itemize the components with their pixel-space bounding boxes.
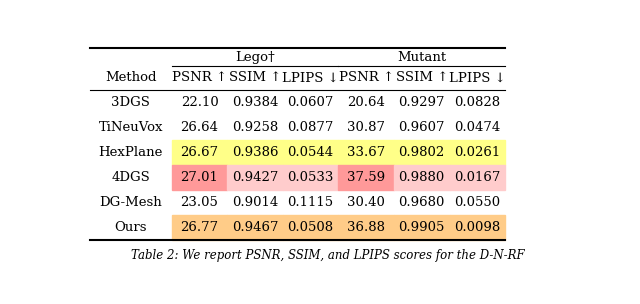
Text: 0.9467: 0.9467 [232,221,278,234]
Text: 0.0550: 0.0550 [454,196,500,209]
Text: 26.77: 26.77 [180,221,219,234]
Text: 22.10: 22.10 [180,95,218,109]
Text: 0.9384: 0.9384 [232,95,278,109]
Bar [449,215,505,240]
Bar [227,215,283,240]
Bar [283,140,339,165]
Text: 36.88: 36.88 [347,221,385,234]
Text: SSIM ↑: SSIM ↑ [396,71,448,84]
Bar [449,140,505,165]
Text: 30.87: 30.87 [347,121,385,133]
Bar [227,140,283,165]
Bar [394,140,449,165]
Text: 4DGS: 4DGS [111,171,150,184]
Text: HexPlane: HexPlane [99,146,163,159]
Text: Table 2: We report PSNR, SSIM, and LPIPS scores for the D-N-RF: Table 2: We report PSNR, SSIM, and LPIPS… [131,249,525,262]
Text: 26.64: 26.64 [180,121,218,133]
Text: 23.05: 23.05 [180,196,218,209]
Text: 0.0474: 0.0474 [454,121,500,133]
Bar [394,165,449,190]
Bar [227,165,283,190]
Text: 0.9680: 0.9680 [399,196,445,209]
Text: LPIPS ↓: LPIPS ↓ [449,71,506,84]
Text: 0.0828: 0.0828 [454,95,500,109]
Bar [283,215,339,240]
Text: Method: Method [105,71,157,84]
Text: 0.0167: 0.0167 [454,171,500,184]
Text: SSIM ↑: SSIM ↑ [229,71,281,84]
Text: TiNeuVox: TiNeuVox [99,121,163,133]
Text: 27.01: 27.01 [180,171,218,184]
Text: 0.9802: 0.9802 [399,146,445,159]
Text: DG-Mesh: DG-Mesh [99,196,162,209]
Bar [394,215,449,240]
Text: PSNR ↑: PSNR ↑ [339,71,394,84]
Text: 0.0607: 0.0607 [287,95,334,109]
Text: 0.9258: 0.9258 [232,121,278,133]
Bar [172,165,227,190]
Text: 0.9014: 0.9014 [232,196,278,209]
Text: 0.0533: 0.0533 [287,171,334,184]
Bar [339,215,394,240]
Bar [339,165,394,190]
Bar [339,140,394,165]
Text: 0.1115: 0.1115 [287,196,333,209]
Text: 0.9427: 0.9427 [232,171,278,184]
Text: Ours: Ours [115,221,147,234]
Text: 0.0544: 0.0544 [287,146,333,159]
Text: 0.9607: 0.9607 [399,121,445,133]
Text: LPIPS ↓: LPIPS ↓ [282,71,339,84]
Bar [449,165,505,190]
Text: 0.9880: 0.9880 [399,171,445,184]
Bar [172,215,227,240]
Text: 0.0261: 0.0261 [454,146,500,159]
Text: Lego†: Lego† [236,51,275,64]
Text: 0.9297: 0.9297 [399,95,445,109]
Bar [283,165,339,190]
Text: 26.67: 26.67 [180,146,219,159]
Text: 0.9905: 0.9905 [399,221,445,234]
Text: Mutant: Mutant [397,51,446,64]
Text: 0.0098: 0.0098 [454,221,500,234]
Text: PSNR ↑: PSNR ↑ [172,71,227,84]
Text: 0.0508: 0.0508 [287,221,333,234]
Text: 30.40: 30.40 [348,196,385,209]
Text: 37.59: 37.59 [347,171,385,184]
Text: 0.9386: 0.9386 [232,146,278,159]
Text: 0.0877: 0.0877 [287,121,334,133]
Bar [172,140,227,165]
Text: 33.67: 33.67 [347,146,385,159]
Text: 3DGS: 3DGS [111,95,150,109]
Text: 20.64: 20.64 [348,95,385,109]
